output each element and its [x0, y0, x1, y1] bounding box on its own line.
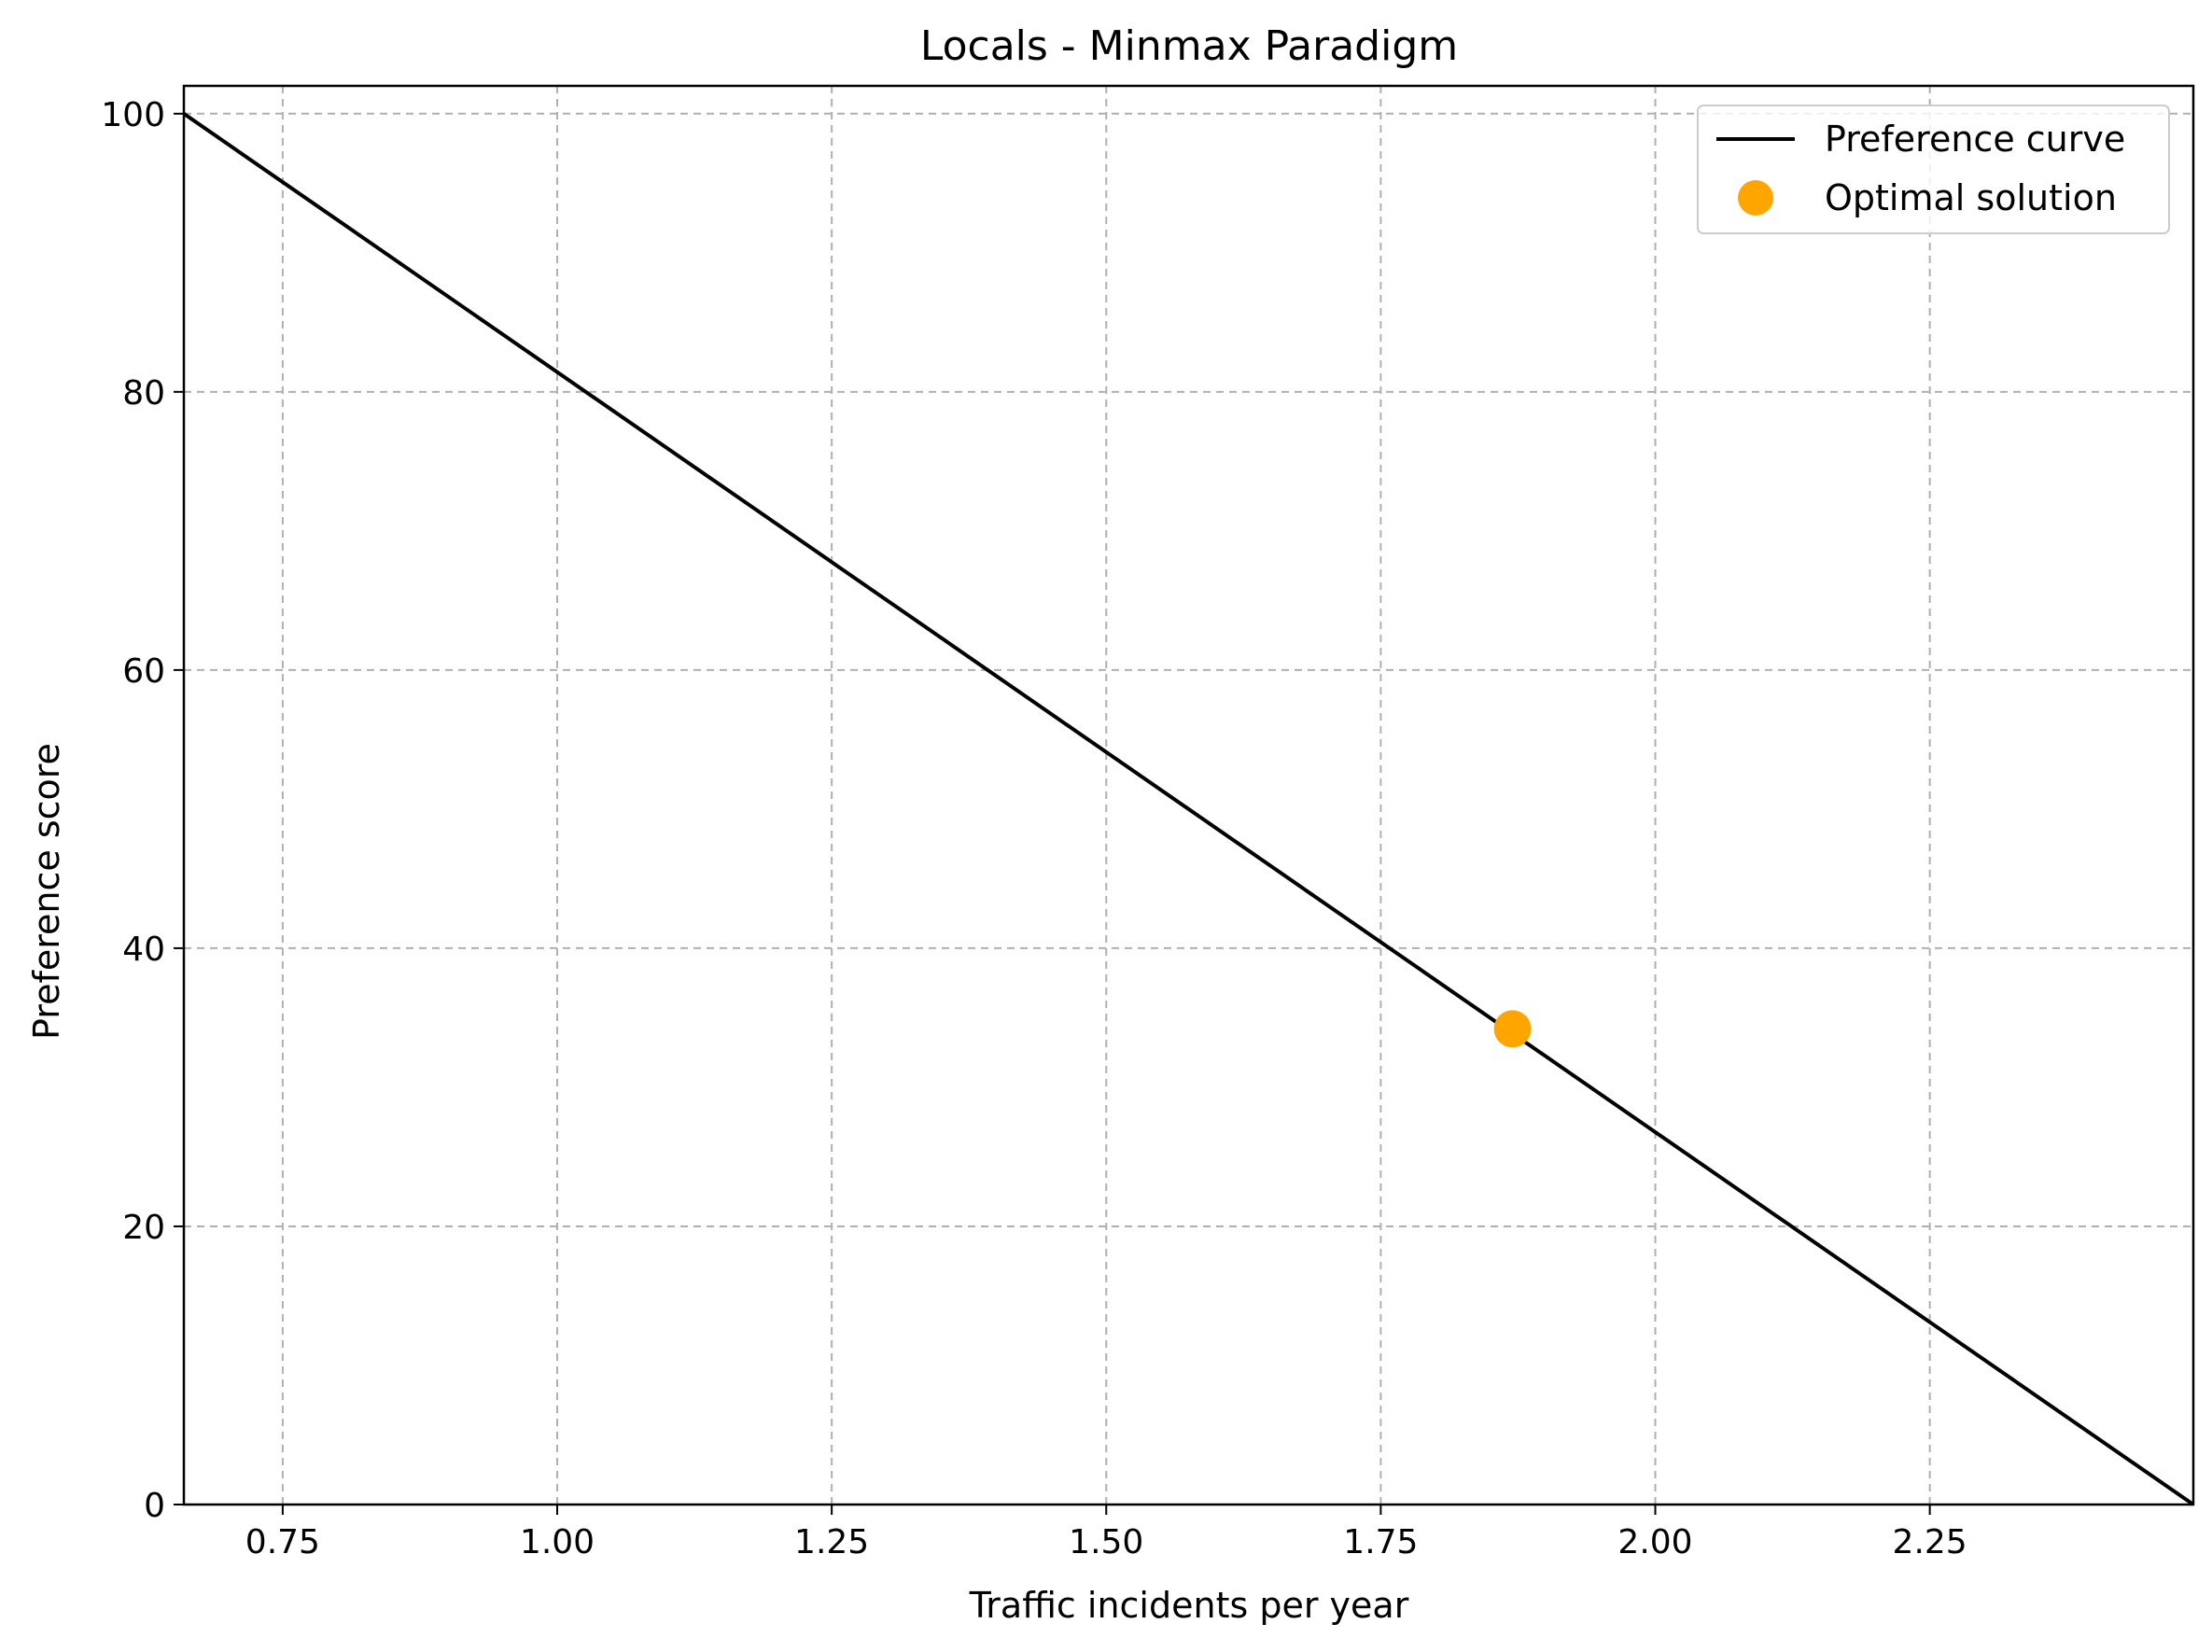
legend-box — [1697, 105, 2170, 234]
legend-label-optimal-solution: Optimal solution — [1825, 177, 2117, 218]
plot-series — [182, 112, 2195, 1506]
y-tick-label: 20 — [122, 1209, 165, 1247]
y-tick-label: 0 — [144, 1487, 165, 1525]
y-tick-label: 60 — [122, 652, 165, 691]
x-tick-label: 1.50 — [1069, 1523, 1143, 1561]
y-axis-label: Preference score — [26, 743, 67, 1040]
x-tick-label: 1.00 — [520, 1523, 595, 1561]
x-tick-label: 2.25 — [1893, 1523, 1967, 1561]
legend-label-preference-curve: Preference curve — [1825, 119, 2125, 160]
x-tick-label: 1.25 — [794, 1523, 869, 1561]
x-tick-label: 0.75 — [245, 1523, 320, 1561]
x-tick-label: 1.75 — [1343, 1523, 1418, 1561]
optimal-solution-point — [1493, 1010, 1532, 1048]
x-tick-label: 2.00 — [1617, 1523, 1692, 1561]
chart-title: Locals - Minmax Paradigm — [920, 22, 1458, 70]
y-tick-label: 100 — [101, 96, 165, 134]
plot-frame — [182, 84, 2195, 1506]
legend: Preference curve Optimal solution — [1697, 105, 2170, 234]
axis-ticks: 0.75 1.00 1.25 1.50 1.75 2.00 2.25 0 20 40 60 80 100 — [101, 96, 1967, 1561]
y-tick-label: 40 — [122, 931, 165, 969]
series-line-preference-curve — [182, 112, 2195, 1506]
legend-marker-swatch — [1738, 180, 1773, 216]
y-tick-label: 80 — [122, 374, 165, 413]
x-axis-label: Traffic incidents per year — [969, 1585, 1409, 1626]
